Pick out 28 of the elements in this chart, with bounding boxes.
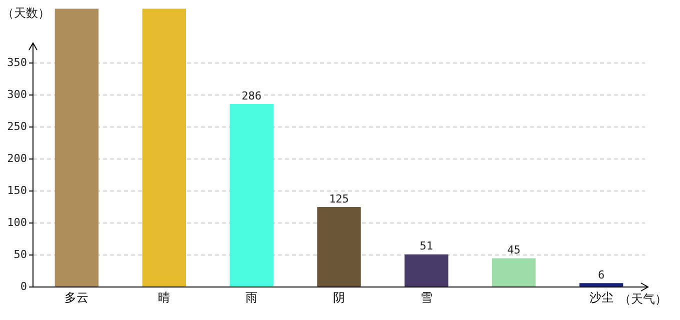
x-axis-title: （天气） [619,292,667,306]
y-tick-label: 0 [20,280,27,293]
y-tick-label: 200 [7,152,27,165]
data-label: 51 [420,240,434,253]
x-tick-label: 多云 [64,290,89,304]
y-tick-label: 250 [7,120,27,133]
y-tick-label: 100 [7,216,27,229]
data-label: 45 [507,244,520,257]
bar [579,283,624,286]
y-tick-label: 300 [7,88,27,101]
data-label: 286 [242,89,262,102]
y-tick-label: 50 [14,248,27,261]
bar [492,258,536,286]
bar [54,8,99,286]
y-tick-label: 150 [7,184,27,197]
x-tick-label: 沙尘 [589,290,614,304]
data-label: 125 [329,192,349,206]
x-tick-label: 雪 [420,290,432,304]
bar [317,207,361,286]
x-tick-label: 阴 [333,290,345,304]
x-tick-label: 雨 [246,290,258,304]
bar [142,8,186,286]
y-tick-label: 350 [7,56,27,69]
x-tick-label: 晴 [158,290,170,304]
data-label: 6 [598,268,605,282]
y-axis-title: （天数） [2,6,50,20]
bar [230,104,274,286]
bar [404,254,448,286]
